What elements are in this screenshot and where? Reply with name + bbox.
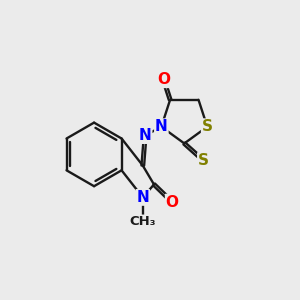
Text: N: N	[136, 190, 149, 205]
Text: N: N	[139, 128, 152, 143]
Text: N: N	[155, 119, 168, 134]
Text: O: O	[157, 72, 170, 87]
Text: S: S	[198, 153, 209, 168]
Text: CH₃: CH₃	[130, 215, 156, 228]
Text: O: O	[166, 195, 179, 210]
Text: S: S	[202, 119, 213, 134]
